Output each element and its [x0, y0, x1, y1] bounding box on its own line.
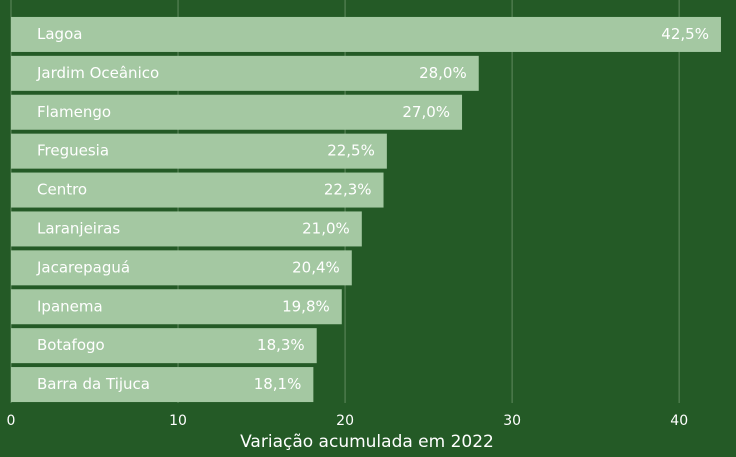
category-label: Jacarepaguá	[36, 258, 130, 276]
value-label: 22,3%	[324, 181, 372, 199]
bar	[11, 211, 362, 247]
bar	[11, 94, 463, 130]
bar	[11, 250, 352, 286]
x-tick-label: 40	[670, 413, 688, 429]
x-tick-label: 0	[7, 413, 16, 429]
bar	[11, 289, 342, 325]
value-label: 19,8%	[282, 297, 330, 315]
x-axis-title: Variação acumulada em 2022	[240, 432, 494, 452]
x-tick-label: 10	[169, 413, 187, 429]
bar	[11, 55, 479, 91]
category-label: Barra da Tijuca	[37, 375, 150, 393]
category-label: Flamengo	[37, 103, 111, 121]
value-label: 42,5%	[661, 25, 709, 43]
value-label: 20,4%	[292, 258, 340, 276]
x-tick-label: 30	[503, 413, 521, 429]
value-label: 18,3%	[257, 336, 305, 354]
category-label: Freguesia	[37, 142, 109, 160]
value-label: 18,1%	[254, 375, 302, 393]
category-label: Jardim Oceânico	[36, 64, 159, 82]
category-label: Centro	[37, 181, 87, 199]
value-label: 27,0%	[402, 103, 450, 121]
bar	[11, 172, 384, 208]
category-label: Lagoa	[37, 25, 82, 43]
value-label: 28,0%	[419, 64, 467, 82]
bar	[11, 133, 387, 169]
x-tick-label: 20	[336, 413, 354, 429]
category-label: Laranjeiras	[37, 219, 120, 237]
value-label: 21,0%	[302, 219, 350, 237]
bar	[11, 328, 317, 364]
bar	[11, 16, 721, 52]
category-label: Ipanema	[37, 297, 103, 315]
bar	[11, 367, 314, 403]
value-label: 22,5%	[327, 142, 375, 160]
category-label: Botafogo	[37, 336, 105, 354]
